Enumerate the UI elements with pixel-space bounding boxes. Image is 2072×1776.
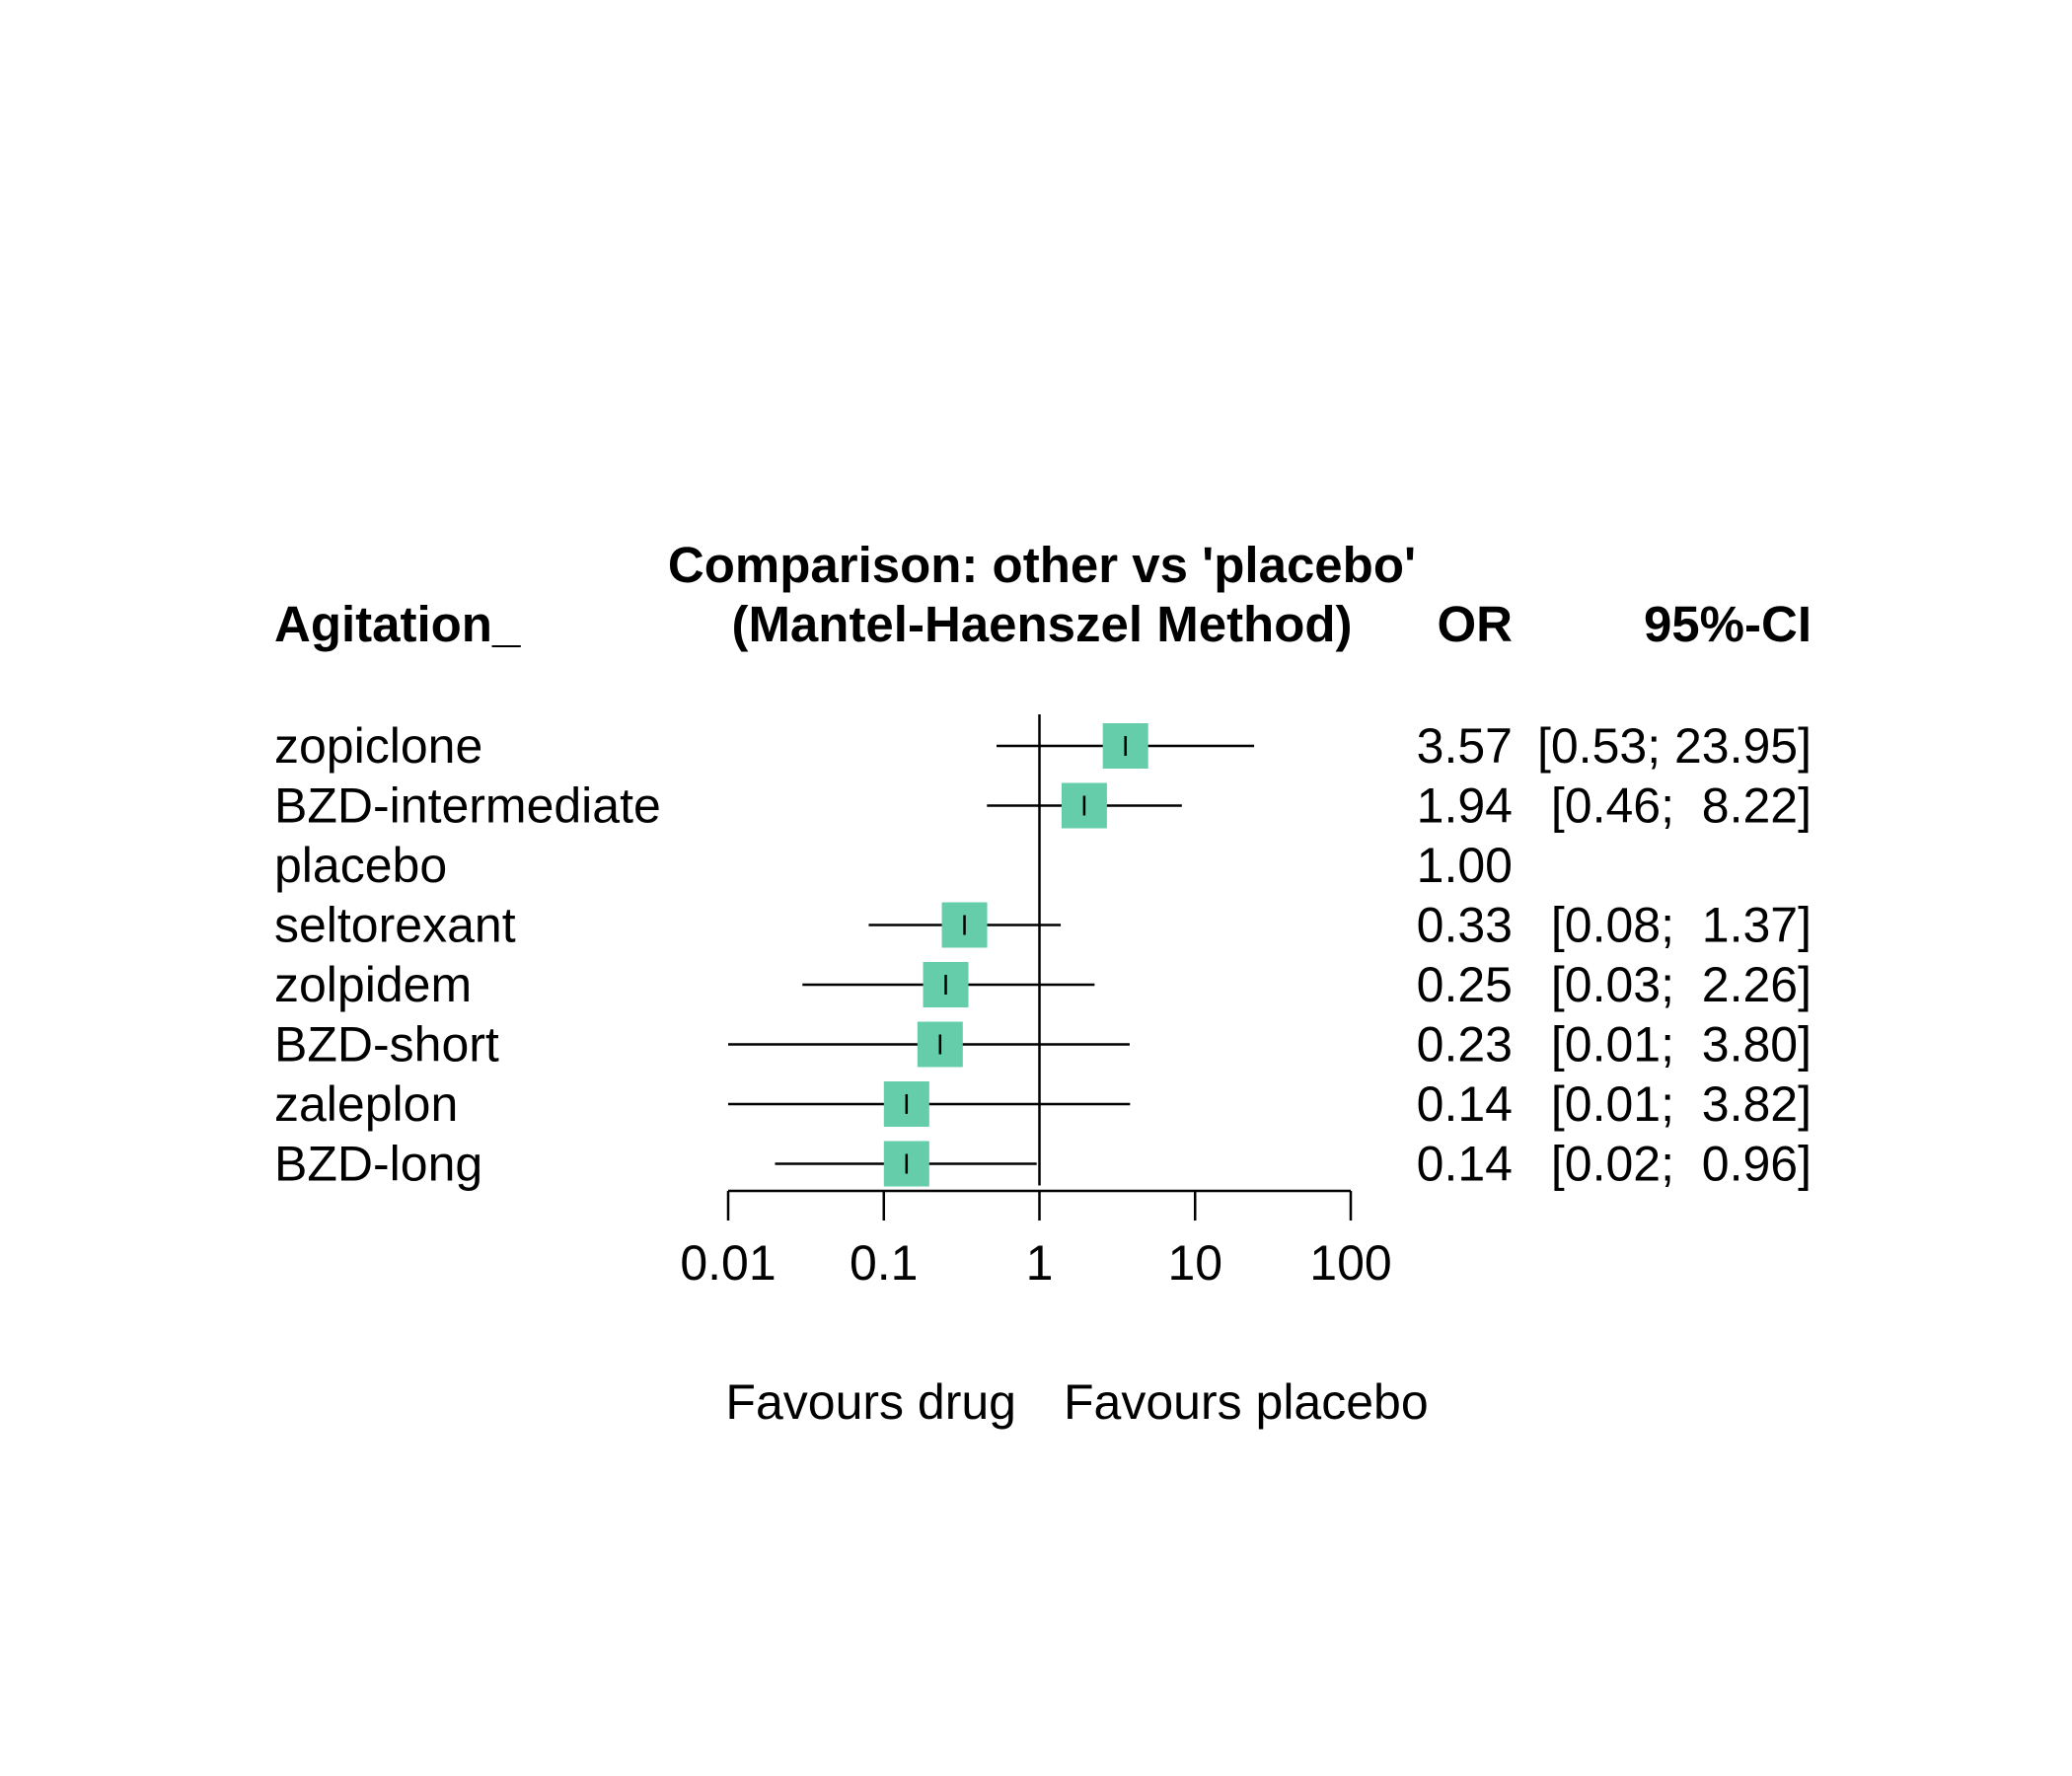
ci-value: [0.46; 8.22] (1551, 778, 1812, 834)
treatment-label: seltorexant (274, 898, 516, 953)
or-value: 1.00 (1417, 838, 1513, 893)
treatment-label: BZD-short (274, 1017, 499, 1073)
chart-subtitle: (Mantel-Haenszel Method) (731, 596, 1352, 652)
treatment-label: zaleplon (274, 1076, 458, 1132)
x-tick-label: 0.01 (680, 1235, 776, 1291)
or-header: OR (1438, 596, 1514, 652)
treatment-label: placebo (274, 838, 447, 893)
or-value: 0.23 (1417, 1017, 1513, 1073)
treatment-label: BZD-long (274, 1137, 482, 1192)
x-tick-label: 100 (1309, 1235, 1391, 1291)
forest-row: placebo 1.00 (274, 838, 1513, 893)
or-value: 0.14 (1417, 1137, 1513, 1192)
treatment-label: zolpidem (274, 957, 472, 1012)
or-value: 0.14 (1417, 1076, 1513, 1132)
ci-header: 95%-CI (1644, 596, 1812, 652)
x-tick-label: 0.1 (850, 1235, 919, 1291)
favours-drug-label: Favours drug (725, 1374, 1016, 1430)
or-value: 0.33 (1417, 898, 1513, 953)
ci-value: [0.01; 3.80] (1551, 1017, 1812, 1073)
treatment-label: BZD-intermediate (274, 778, 661, 834)
x-tick-label: 10 (1167, 1235, 1222, 1291)
ci-value: [0.03; 2.26] (1551, 957, 1812, 1012)
or-value: 1.94 (1417, 778, 1513, 834)
x-axis: 0.01 0.1 1 10 100 (680, 1189, 1392, 1291)
or-value: 3.57 (1417, 718, 1513, 774)
ci-value: [0.08; 1.37] (1551, 898, 1812, 953)
forest-row: BZD-intermediate 1.94 [0.46; 8.22] (274, 778, 1812, 834)
treatment-label: zopiclone (274, 718, 482, 774)
ci-value: [0.01; 3.82] (1551, 1076, 1812, 1132)
forest-row: BZD-long 0.14 [0.02; 0.96] (274, 1137, 1812, 1192)
forest-row: zopiclone 3.57 [0.53; 23.95] (274, 718, 1812, 774)
chart-title: Comparison: other vs 'placebo' (668, 537, 1416, 593)
x-tick-label: 1 (1026, 1235, 1054, 1291)
ci-value: [0.02; 0.96] (1551, 1137, 1812, 1192)
forest-row: BZD-short 0.23 [0.01; 3.80] (274, 1017, 1812, 1073)
favours-placebo-label: Favours placebo (1064, 1374, 1429, 1430)
forest-row: zolpidem 0.25 [0.03; 2.26] (274, 957, 1812, 1012)
forest-rows: zopiclone 3.57 [0.53; 23.95]BZD-intermedia… (274, 714, 1812, 1192)
outcome-header: Agitation_ (274, 596, 521, 652)
forest-row: zaleplon 0.14 [0.01; 3.82] (274, 1076, 1812, 1132)
or-value: 0.25 (1417, 957, 1513, 1012)
ci-value: [0.53; 23.95] (1537, 718, 1812, 774)
forest-row: seltorexant 0.33 [0.08; 1.37] (274, 898, 1812, 953)
